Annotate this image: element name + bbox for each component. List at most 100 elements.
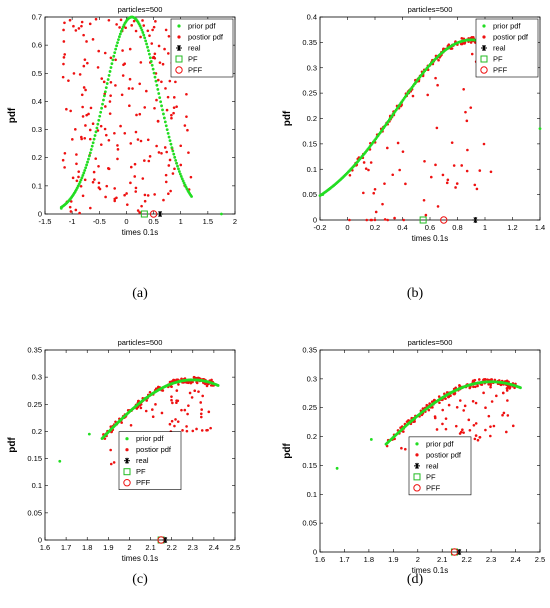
x-tick-label: 0.5 <box>148 217 158 226</box>
posterior-point <box>422 198 426 202</box>
legend: prior pdf postior pdf real PF PFF <box>118 431 182 491</box>
y-tick-label: 0.25 <box>302 89 317 98</box>
posterior-point <box>404 447 407 451</box>
posterior-point <box>176 420 180 423</box>
posterior-point <box>67 79 70 82</box>
prior-point <box>88 154 91 158</box>
posterior-point <box>107 138 111 142</box>
posterior-point <box>63 53 67 56</box>
x-tick-label: 1.9 <box>388 555 398 564</box>
posterior-point <box>165 150 168 154</box>
prior-point <box>81 174 85 177</box>
prior-point <box>140 28 144 32</box>
posterior-point <box>123 132 127 135</box>
posterior-point <box>170 385 173 389</box>
prior-point <box>110 62 114 66</box>
posterior-point <box>434 76 437 80</box>
x-tick-label: 1.5 <box>203 217 213 226</box>
posterior-point <box>84 124 87 127</box>
prior-point <box>170 146 174 150</box>
posterior-point <box>452 392 456 396</box>
posterior-point <box>77 175 80 179</box>
posterior-point <box>170 116 173 120</box>
posterior-point <box>168 422 172 426</box>
posterior-point <box>482 391 485 395</box>
prior-point <box>80 176 84 180</box>
posterior-point <box>138 211 141 214</box>
posterior-point <box>109 94 112 97</box>
prior-point <box>114 47 118 51</box>
prior-point <box>119 30 123 33</box>
posterior-point <box>78 73 82 76</box>
posterior-point <box>197 390 200 393</box>
posterior-point <box>156 78 160 82</box>
posterior-point <box>173 424 176 428</box>
posterior-point <box>155 144 158 148</box>
posterior-point <box>460 37 464 40</box>
posterior-point <box>367 168 370 172</box>
legend-label: prior pdf <box>136 434 164 443</box>
chart-title: particles=500 <box>118 338 163 347</box>
posterior-point <box>89 106 93 110</box>
posterior-point <box>113 131 116 135</box>
posterior-point <box>71 176 75 180</box>
posterior-point <box>150 42 154 45</box>
posterior-point <box>167 52 170 55</box>
posterior-point <box>474 385 477 389</box>
posterior-point <box>119 124 122 128</box>
y-tick-label: 0.2 <box>32 427 42 436</box>
x-tick-label: -0.2 <box>314 223 327 232</box>
posterior-point <box>114 58 117 62</box>
posterior-point <box>157 44 161 48</box>
posterior-point <box>435 428 439 431</box>
posterior-point <box>148 155 152 158</box>
y-tick-label: 0.1 <box>32 181 42 190</box>
legend-square-icon <box>480 55 488 63</box>
x-tick-label: 0.2 <box>370 223 380 232</box>
posterior-point <box>103 51 107 55</box>
prior-point <box>173 155 177 159</box>
posterior-point <box>151 415 155 419</box>
posterior-point <box>487 414 491 418</box>
posterior-point <box>119 18 123 22</box>
prior-point <box>145 42 148 46</box>
prior-point <box>156 87 160 91</box>
x-tick-label: 2.5 <box>535 555 545 564</box>
posterior-point <box>63 151 67 155</box>
posterior-point <box>68 205 72 209</box>
legend-label: PF <box>493 55 503 64</box>
x-tick-label: 2.2 <box>461 555 471 564</box>
y-tick-label: 0.05 <box>27 508 42 517</box>
posterior-point <box>170 398 173 402</box>
posterior-point <box>200 408 203 411</box>
posterior-point <box>120 93 124 97</box>
prior-point <box>519 386 522 390</box>
y-tick-label: 0.15 <box>302 461 317 470</box>
posterior-point <box>131 87 134 90</box>
posterior-point <box>113 187 116 190</box>
legend-label: real <box>188 44 201 53</box>
posterior-point <box>75 153 78 156</box>
posterior-point <box>148 390 152 394</box>
y-tick-label: 0.1 <box>307 165 317 174</box>
y-tick-label: 0.3 <box>307 63 317 72</box>
posterior-point <box>151 28 154 32</box>
posterior-point <box>436 83 439 87</box>
prior-point <box>321 193 325 197</box>
prior-point <box>164 124 168 128</box>
posterior-point <box>185 92 188 96</box>
posterior-point <box>391 173 395 177</box>
posterior-point <box>438 401 441 405</box>
posterior-point <box>185 425 188 428</box>
posterior-point <box>81 105 84 109</box>
legend-label: postior pdf <box>188 33 224 42</box>
posterior-point <box>506 399 509 402</box>
y-tick-label: 0 <box>38 536 42 545</box>
posterior-point <box>153 106 156 110</box>
posterior-point <box>104 133 108 137</box>
posterior-point <box>152 25 156 29</box>
posterior-point <box>462 431 465 434</box>
posterior-point <box>61 75 65 79</box>
prior-point <box>180 177 184 181</box>
real-marker <box>162 537 169 543</box>
